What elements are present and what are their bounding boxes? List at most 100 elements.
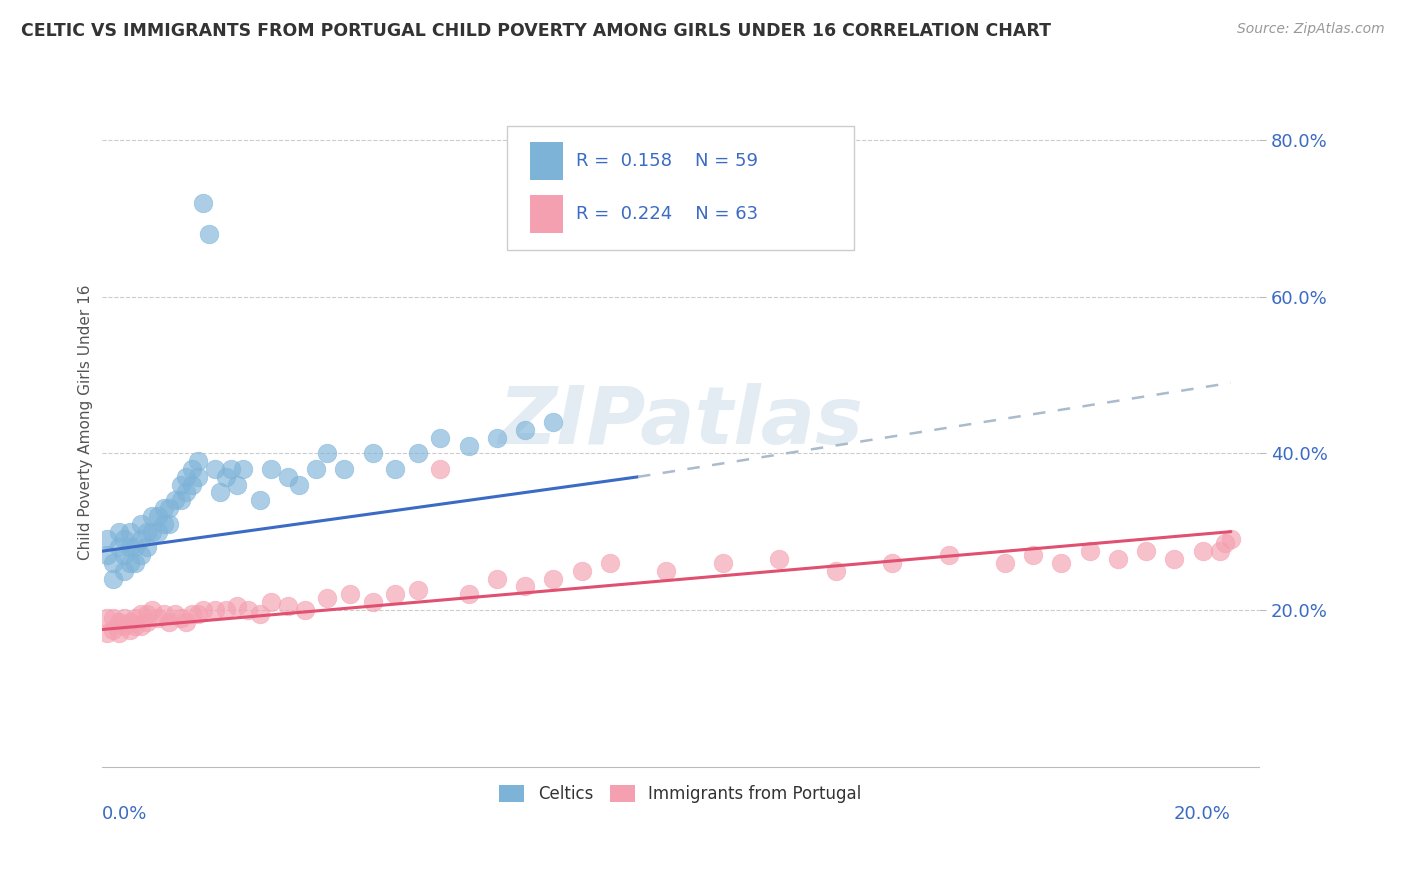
Point bbox=[1163, 552, 1185, 566]
Point bbox=[118, 556, 141, 570]
Point bbox=[118, 623, 141, 637]
Point bbox=[938, 548, 960, 562]
Point bbox=[141, 508, 163, 523]
Point bbox=[152, 501, 174, 516]
Point bbox=[260, 595, 283, 609]
Point bbox=[294, 603, 316, 617]
FancyBboxPatch shape bbox=[530, 142, 564, 180]
Point bbox=[181, 477, 204, 491]
Point bbox=[181, 462, 204, 476]
Point bbox=[112, 533, 135, 547]
Point bbox=[994, 556, 1017, 570]
Point bbox=[215, 470, 238, 484]
Point bbox=[141, 524, 163, 539]
Point bbox=[112, 618, 135, 632]
Point bbox=[135, 524, 157, 539]
Point bbox=[124, 611, 146, 625]
Point bbox=[181, 607, 204, 621]
Point bbox=[187, 454, 209, 468]
Point bbox=[485, 431, 508, 445]
Point bbox=[174, 485, 197, 500]
Point bbox=[339, 587, 361, 601]
Point bbox=[305, 462, 328, 476]
Point bbox=[152, 516, 174, 531]
Point bbox=[107, 615, 129, 629]
Point bbox=[204, 462, 226, 476]
Point bbox=[157, 615, 180, 629]
Point bbox=[146, 508, 169, 523]
Point bbox=[141, 603, 163, 617]
Point bbox=[187, 470, 209, 484]
Point bbox=[174, 615, 197, 629]
Point bbox=[163, 493, 186, 508]
Point bbox=[1135, 544, 1157, 558]
Point bbox=[107, 541, 129, 555]
Point bbox=[333, 462, 356, 476]
Point bbox=[112, 548, 135, 562]
Point bbox=[135, 541, 157, 555]
Point bbox=[429, 431, 451, 445]
Point bbox=[1050, 556, 1073, 570]
Point bbox=[209, 485, 232, 500]
Point bbox=[249, 493, 271, 508]
Point bbox=[824, 564, 846, 578]
Point bbox=[169, 611, 191, 625]
Point bbox=[513, 423, 536, 437]
Point bbox=[571, 564, 593, 578]
Point bbox=[1022, 548, 1045, 562]
Point bbox=[316, 591, 339, 606]
Point bbox=[146, 524, 169, 539]
Point bbox=[107, 626, 129, 640]
Point bbox=[146, 611, 169, 625]
Text: CELTIC VS IMMIGRANTS FROM PORTUGAL CHILD POVERTY AMONG GIRLS UNDER 16 CORRELATIO: CELTIC VS IMMIGRANTS FROM PORTUGAL CHILD… bbox=[21, 22, 1052, 40]
Point bbox=[406, 446, 429, 460]
Point bbox=[129, 607, 152, 621]
Text: 0.0%: 0.0% bbox=[101, 805, 148, 823]
Point bbox=[129, 618, 152, 632]
Point bbox=[543, 415, 565, 429]
Point bbox=[96, 611, 118, 625]
Point bbox=[174, 470, 197, 484]
Text: R =  0.158    N = 59: R = 0.158 N = 59 bbox=[576, 152, 758, 170]
Text: ZIPatlas: ZIPatlas bbox=[498, 383, 863, 461]
Text: Source: ZipAtlas.com: Source: ZipAtlas.com bbox=[1237, 22, 1385, 37]
Point bbox=[157, 501, 180, 516]
Point bbox=[226, 599, 249, 613]
Point bbox=[215, 603, 238, 617]
FancyBboxPatch shape bbox=[530, 194, 564, 233]
Point bbox=[277, 470, 299, 484]
Point bbox=[129, 516, 152, 531]
Point bbox=[118, 541, 141, 555]
Point bbox=[485, 572, 508, 586]
Point bbox=[101, 556, 124, 570]
Legend: Celtics, Immigrants from Portugal: Celtics, Immigrants from Portugal bbox=[492, 779, 868, 810]
Point bbox=[135, 607, 157, 621]
Point bbox=[129, 533, 152, 547]
Point bbox=[1191, 544, 1213, 558]
Point bbox=[193, 603, 215, 617]
Point bbox=[101, 611, 124, 625]
Point bbox=[221, 462, 243, 476]
Point bbox=[249, 607, 271, 621]
Point bbox=[1213, 536, 1236, 550]
Y-axis label: Child Poverty Among Girls Under 16: Child Poverty Among Girls Under 16 bbox=[79, 285, 93, 560]
Point bbox=[96, 626, 118, 640]
Point bbox=[135, 615, 157, 629]
Point bbox=[1107, 552, 1129, 566]
Point bbox=[457, 587, 479, 601]
Point bbox=[163, 607, 186, 621]
Point bbox=[101, 623, 124, 637]
Point bbox=[429, 462, 451, 476]
Point bbox=[513, 579, 536, 593]
Point bbox=[543, 572, 565, 586]
Point bbox=[124, 556, 146, 570]
Point bbox=[768, 552, 790, 566]
Point bbox=[118, 524, 141, 539]
Point bbox=[101, 572, 124, 586]
Point bbox=[118, 615, 141, 629]
Point bbox=[1078, 544, 1101, 558]
Point bbox=[157, 516, 180, 531]
Point bbox=[112, 611, 135, 625]
Point bbox=[1208, 544, 1230, 558]
Text: R =  0.224    N = 63: R = 0.224 N = 63 bbox=[576, 205, 758, 223]
